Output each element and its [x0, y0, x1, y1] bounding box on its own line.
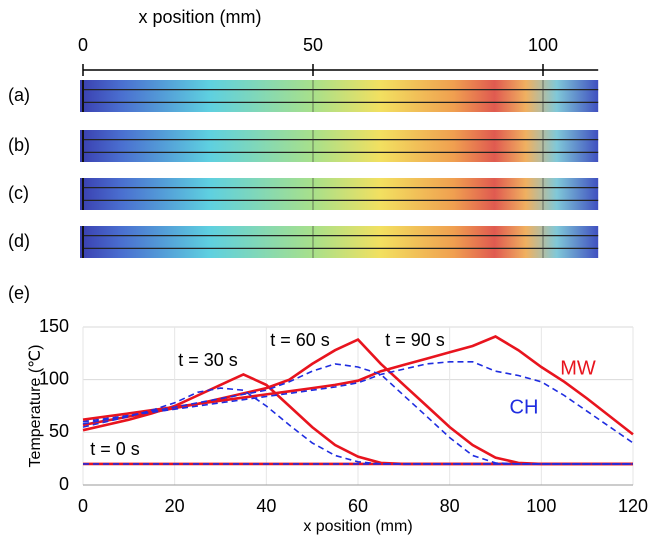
- heat-strip: [80, 178, 598, 210]
- time-annotation: t = 90 s: [385, 330, 445, 350]
- x-tick-label: 100: [526, 496, 556, 516]
- heat-strip: [80, 226, 598, 258]
- legend-label: MW: [560, 357, 596, 379]
- top-axis-title: x position (mm): [138, 7, 261, 27]
- x-tick-label: 60: [348, 496, 368, 516]
- time-annotation: t = 30 s: [178, 350, 238, 370]
- panel-label: (a): [8, 85, 30, 105]
- y-tick-label: 150: [39, 316, 69, 336]
- heat-strip: [80, 130, 598, 162]
- x-tick-label: 40: [256, 496, 276, 516]
- y-axis-title: Temperature (℃): [27, 345, 44, 468]
- time-annotation: t = 0 s: [90, 439, 140, 459]
- heat-strip: [80, 80, 598, 112]
- x-axis-title: x position (mm): [303, 518, 412, 535]
- x-tick-label: 0: [78, 496, 88, 516]
- panel-label: (d): [8, 231, 30, 251]
- x-tick-label: 80: [440, 496, 460, 516]
- x-tick-label: 20: [165, 496, 185, 516]
- x-tick-label: 100: [528, 35, 558, 55]
- time-annotation: t = 60 s: [270, 330, 330, 350]
- y-tick-label: 0: [59, 474, 69, 494]
- x-tick-label: 0: [78, 35, 88, 55]
- panel-label: (e): [8, 283, 30, 303]
- y-tick-label: 50: [49, 421, 69, 441]
- y-tick-label: 100: [39, 368, 69, 388]
- panel-label: (b): [8, 135, 30, 155]
- panel-label: (c): [8, 183, 29, 203]
- legend-label: CH: [510, 396, 539, 418]
- x-tick-label: 50: [303, 35, 323, 55]
- figure: x position (mm) (e) Temperature (℃) x po…: [0, 0, 653, 540]
- x-tick-label: 120: [618, 496, 648, 516]
